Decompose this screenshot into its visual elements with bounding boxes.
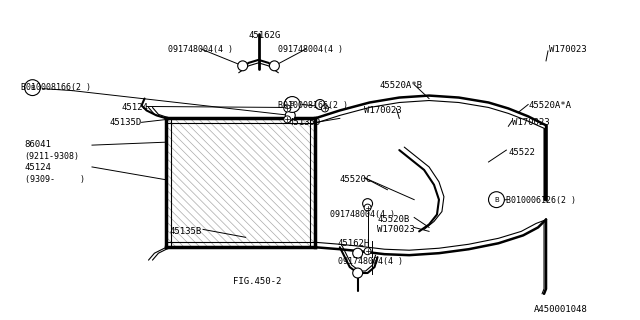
Text: B: B <box>290 101 294 108</box>
Text: 45522: 45522 <box>508 148 535 157</box>
Circle shape <box>284 116 291 123</box>
Text: 45520B: 45520B <box>378 214 410 224</box>
Text: FIG.450-2: FIG.450-2 <box>233 277 281 286</box>
Text: W170023: W170023 <box>378 225 415 235</box>
Text: 45135D: 45135D <box>288 118 321 127</box>
Text: B010008166(2 ): B010008166(2 ) <box>20 83 91 92</box>
Text: A450001048: A450001048 <box>534 305 588 314</box>
Circle shape <box>284 105 291 112</box>
Text: 86041: 86041 <box>24 140 51 149</box>
Text: 45135B: 45135B <box>170 228 202 236</box>
Text: (9309-     ): (9309- ) <box>24 175 84 184</box>
Circle shape <box>237 61 248 71</box>
Circle shape <box>364 204 371 211</box>
Circle shape <box>353 248 363 258</box>
Circle shape <box>363 199 372 209</box>
Text: W170023: W170023 <box>364 107 401 116</box>
Text: B010008166(2 ): B010008166(2 ) <box>278 100 348 109</box>
Text: 091748004(4 ): 091748004(4 ) <box>338 257 403 266</box>
Text: B: B <box>30 84 35 91</box>
Circle shape <box>285 98 295 108</box>
Text: 45520A*A: 45520A*A <box>528 100 571 109</box>
Circle shape <box>321 105 328 112</box>
Text: 45135D: 45135D <box>110 118 142 127</box>
Text: 45162H: 45162H <box>338 239 370 248</box>
Text: 45520C: 45520C <box>340 175 372 184</box>
Text: 45520A*B: 45520A*B <box>380 81 422 90</box>
Text: 45162G: 45162G <box>248 31 281 40</box>
Circle shape <box>488 192 504 208</box>
Circle shape <box>284 97 300 112</box>
Text: W170023: W170023 <box>549 45 587 54</box>
Text: B010006126(2 ): B010006126(2 ) <box>506 196 577 205</box>
Text: 091748004(4 ): 091748004(4 ) <box>168 45 234 54</box>
Text: (9211-9308): (9211-9308) <box>24 152 79 161</box>
Text: B: B <box>494 197 499 203</box>
Text: 45124: 45124 <box>24 163 51 172</box>
Circle shape <box>353 268 363 278</box>
Circle shape <box>315 100 325 109</box>
Circle shape <box>364 248 371 255</box>
Circle shape <box>24 80 40 96</box>
Text: W170023: W170023 <box>512 118 550 127</box>
Circle shape <box>269 61 279 71</box>
Circle shape <box>285 110 295 120</box>
Text: 091748004(4 ): 091748004(4 ) <box>330 210 395 219</box>
Text: 091748004(4 ): 091748004(4 ) <box>278 45 344 54</box>
Text: 45124: 45124 <box>122 102 148 111</box>
